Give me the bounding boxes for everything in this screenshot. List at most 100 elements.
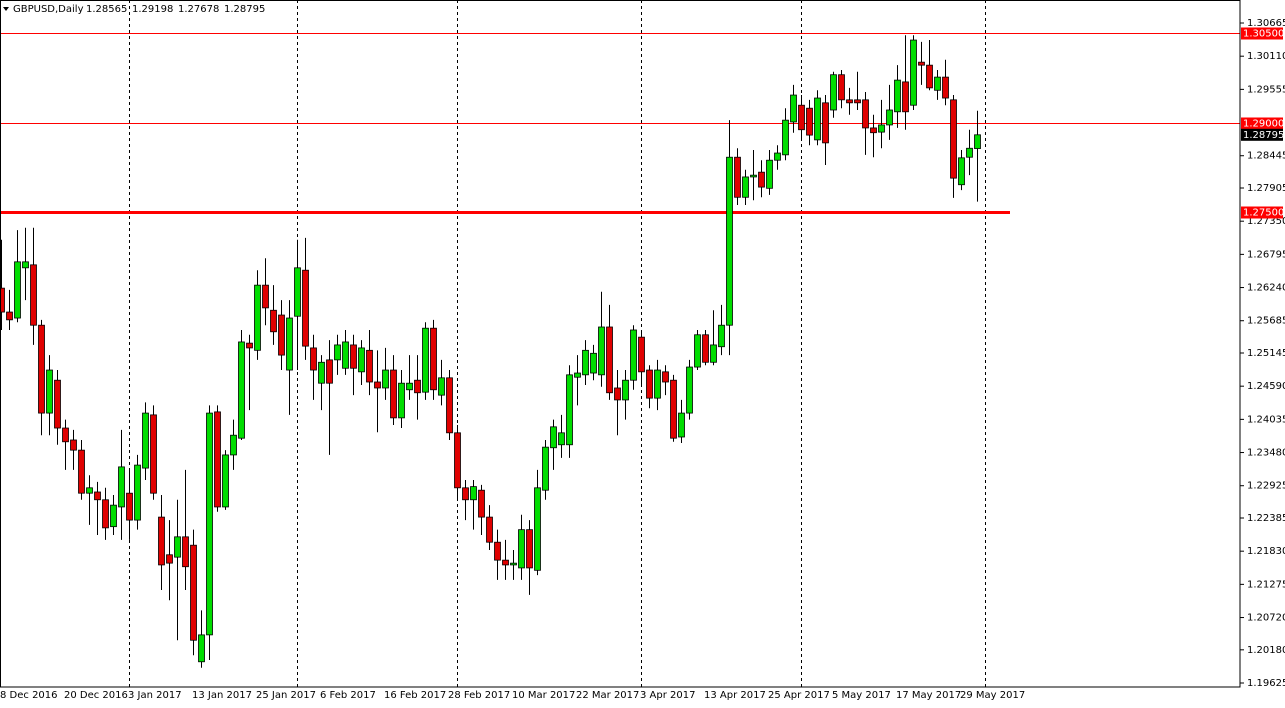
candle-body	[766, 159, 773, 189]
candle-body	[414, 379, 421, 394]
candle-body	[78, 449, 85, 494]
candle-body	[430, 327, 437, 391]
candle-body	[814, 97, 821, 141]
candle-body	[454, 432, 461, 489]
candle-body	[566, 374, 573, 446]
candle-body	[838, 74, 845, 101]
candle-body	[438, 377, 445, 396]
candle-body	[0, 287, 5, 313]
candle-body	[854, 99, 861, 104]
candle-body	[934, 76, 941, 91]
candle-body	[126, 492, 133, 521]
candle-body	[494, 541, 501, 561]
candle-body	[942, 76, 949, 99]
candle-body	[38, 324, 45, 414]
candle-body	[254, 284, 261, 351]
candle-body	[198, 634, 205, 663]
candle-body	[574, 372, 581, 378]
candle-body	[518, 529, 525, 569]
candle-body	[910, 39, 917, 106]
candle-body	[174, 536, 181, 558]
candle-body	[46, 369, 53, 414]
candle-body	[774, 152, 781, 161]
candle-body	[974, 134, 981, 149]
chart-title: GBPUSD,Daily	[13, 4, 84, 15]
candle-body	[622, 379, 629, 401]
candle-body	[278, 314, 285, 356]
x-tick-label: 6 Feb 2017	[320, 690, 376, 701]
candle-body	[158, 516, 165, 566]
candle-body	[478, 489, 485, 518]
candle-body	[390, 369, 397, 419]
y-tick-label: 1.26240	[1247, 283, 1285, 294]
candle-body	[694, 334, 701, 368]
y-tick-label: 1.24035	[1247, 414, 1285, 425]
candle-body	[598, 326, 605, 376]
x-tick-label: 3 Apr 2017	[640, 690, 695, 701]
candle-body	[630, 329, 637, 381]
candle-body	[534, 487, 541, 571]
candle-body	[366, 349, 373, 383]
candle-body	[742, 176, 749, 198]
y-tick-label: 1.22385	[1247, 513, 1285, 524]
x-tick-label: 17 May 2017	[896, 690, 961, 701]
level-label-box	[1241, 206, 1283, 219]
candle-body	[446, 377, 453, 434]
candle-body	[870, 127, 877, 134]
candle-body	[190, 544, 197, 641]
level-label-box	[1241, 117, 1283, 130]
y-tick-label: 1.30110	[1247, 51, 1285, 62]
candle-body	[310, 347, 317, 371]
candle-body	[166, 554, 173, 564]
y-tick-label: 1.20720	[1247, 613, 1285, 624]
candle-body	[750, 174, 757, 178]
last-high: 1.29198	[132, 4, 173, 15]
candle-body	[718, 324, 725, 348]
candle-body	[70, 439, 77, 451]
candle-body	[94, 491, 101, 501]
candle-body	[966, 147, 973, 158]
candle-body	[806, 107, 813, 136]
candle-body	[654, 369, 661, 399]
candle-body	[782, 119, 789, 156]
candle-body	[350, 344, 357, 369]
candle-body	[214, 411, 221, 508]
candle-body	[590, 352, 597, 374]
level-label: 1.30500	[1243, 29, 1284, 40]
axes: 1.30665 1.30110 1.29555 1.28445 1.27905 1.273…	[0, 18, 1285, 701]
candle-body	[326, 359, 333, 384]
plot-border	[0, 0, 1241, 688]
candle-body	[470, 486, 477, 501]
candle-body	[294, 267, 301, 317]
candle-body	[862, 99, 869, 129]
candle-body	[302, 269, 309, 347]
candle-body	[646, 369, 653, 399]
candle-body	[638, 336, 645, 373]
candle-body	[102, 499, 109, 529]
candle-body	[30, 264, 37, 326]
candle-body	[734, 156, 741, 198]
candle-body	[334, 344, 341, 361]
candle-body	[790, 94, 797, 123]
x-tick-label: 22 Mar 2017	[576, 690, 639, 701]
candle-body	[710, 344, 717, 363]
candle-body	[846, 99, 853, 104]
candle-body	[222, 454, 229, 508]
candle-body	[614, 387, 621, 401]
last-close: 1.28795	[224, 4, 265, 15]
candle-body	[510, 562, 517, 566]
candle-body	[558, 432, 565, 446]
candle-body	[270, 309, 277, 333]
level-label: 1.27500	[1243, 208, 1284, 219]
candle-body	[86, 487, 93, 494]
y-tick-label: 1.30665	[1247, 18, 1285, 29]
current-price-label: 1.28795	[1243, 130, 1284, 141]
candle-body	[286, 317, 293, 371]
y-tick-label: 1.21830	[1247, 546, 1285, 557]
candle-body	[606, 326, 613, 394]
y-tick-label: 1.27905	[1247, 183, 1285, 194]
candle-body	[374, 381, 381, 389]
candle-body	[134, 464, 141, 521]
